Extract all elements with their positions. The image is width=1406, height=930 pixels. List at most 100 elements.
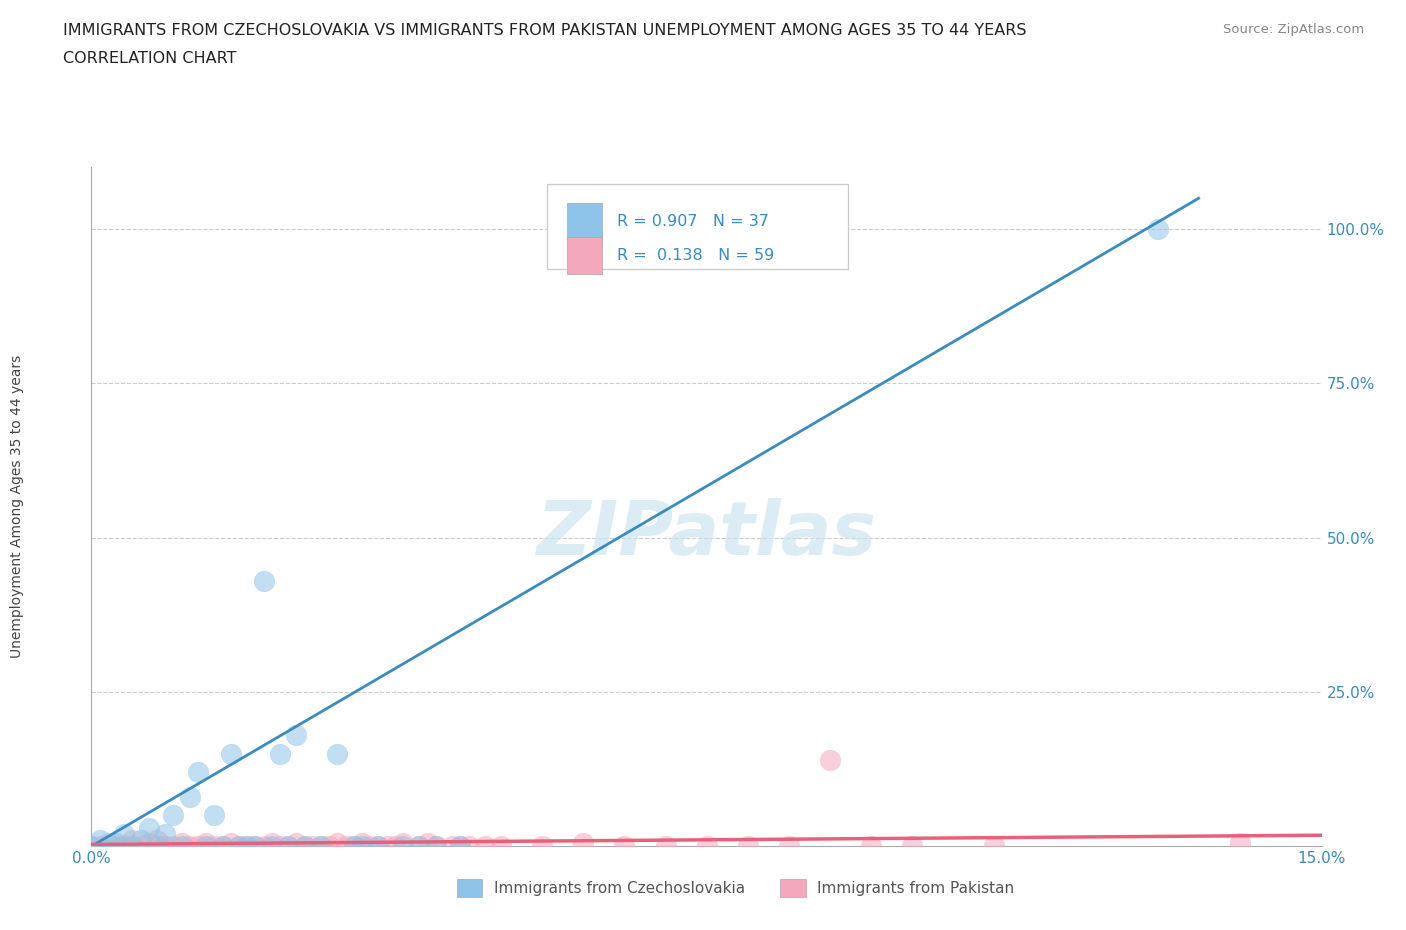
Text: R = 0.907   N = 37: R = 0.907 N = 37: [617, 214, 769, 229]
Point: [105, 836, 127, 851]
Point: [89, 832, 111, 847]
Point: [457, 839, 479, 854]
Point: [260, 836, 283, 851]
Point: [416, 836, 439, 851]
FancyBboxPatch shape: [547, 184, 848, 270]
Point: [236, 839, 259, 854]
Point: [408, 839, 430, 854]
Point: [491, 839, 513, 854]
Point: [900, 839, 922, 854]
Point: [375, 839, 398, 854]
Point: [285, 836, 308, 851]
Point: [162, 839, 184, 854]
Point: [253, 574, 276, 589]
Point: [121, 832, 143, 847]
Point: [219, 746, 242, 761]
Point: [818, 752, 841, 767]
Point: [778, 839, 800, 854]
Point: [129, 839, 152, 854]
Point: [695, 839, 717, 854]
Point: [187, 764, 209, 779]
Point: [449, 839, 471, 854]
Point: [1146, 221, 1168, 236]
Point: [236, 839, 259, 854]
Point: [97, 839, 120, 854]
Text: ZIPatlas: ZIPatlas: [537, 498, 876, 570]
Point: [146, 832, 169, 847]
Point: [392, 839, 415, 854]
Point: [105, 839, 127, 854]
Point: [335, 839, 357, 854]
Point: [112, 839, 135, 854]
Point: [202, 808, 225, 823]
Point: [1229, 836, 1251, 851]
Point: [195, 839, 218, 854]
Point: [359, 839, 381, 854]
FancyBboxPatch shape: [568, 237, 602, 274]
Point: [425, 839, 447, 854]
Point: [146, 839, 169, 854]
Point: [89, 839, 111, 854]
Point: [301, 839, 323, 854]
Point: [228, 839, 250, 854]
Point: [343, 839, 366, 854]
Point: [343, 839, 366, 854]
Point: [219, 836, 242, 851]
Point: [245, 839, 267, 854]
Point: [572, 836, 595, 851]
Point: [983, 839, 1005, 854]
Point: [859, 839, 882, 854]
Point: [97, 836, 120, 851]
Point: [245, 839, 267, 854]
Point: [138, 820, 160, 835]
Point: [408, 839, 430, 854]
Text: Unemployment Among Ages 35 to 44 years: Unemployment Among Ages 35 to 44 years: [10, 355, 24, 658]
Text: Immigrants from Pakistan: Immigrants from Pakistan: [817, 881, 1014, 896]
Point: [80, 839, 103, 854]
Point: [211, 839, 233, 854]
FancyBboxPatch shape: [568, 203, 602, 240]
Point: [326, 746, 349, 761]
Point: [654, 839, 676, 854]
Point: [326, 836, 349, 851]
Point: [309, 839, 332, 854]
Text: Source: ZipAtlas.com: Source: ZipAtlas.com: [1223, 23, 1364, 36]
Point: [367, 839, 389, 854]
Point: [228, 839, 250, 854]
Text: Immigrants from Czechoslovakia: Immigrants from Czechoslovakia: [494, 881, 745, 896]
Point: [129, 832, 152, 847]
Point: [260, 839, 283, 854]
Point: [392, 836, 415, 851]
Point: [309, 839, 332, 854]
Point: [425, 839, 447, 854]
Point: [269, 746, 291, 761]
Point: [737, 839, 759, 854]
Point: [121, 839, 143, 854]
Point: [384, 839, 406, 854]
Point: [202, 839, 225, 854]
Text: IMMIGRANTS FROM CZECHOSLOVAKIA VS IMMIGRANTS FROM PAKISTAN UNEMPLOYMENT AMONG AG: IMMIGRANTS FROM CZECHOSLOVAKIA VS IMMIGR…: [63, 23, 1026, 38]
Point: [162, 808, 184, 823]
Point: [277, 839, 299, 854]
Point: [367, 839, 389, 854]
Point: [112, 827, 135, 842]
Point: [170, 836, 193, 851]
Point: [179, 790, 201, 804]
Point: [80, 839, 103, 854]
Point: [441, 839, 464, 854]
Point: [352, 836, 374, 851]
Point: [294, 839, 316, 854]
Point: [153, 827, 177, 842]
Point: [277, 839, 299, 854]
Point: [138, 836, 160, 851]
Point: [253, 839, 276, 854]
Point: [153, 839, 177, 854]
Text: R =  0.138   N = 59: R = 0.138 N = 59: [617, 248, 773, 263]
Point: [474, 839, 496, 854]
Point: [285, 728, 308, 743]
Point: [449, 839, 471, 854]
Point: [318, 839, 340, 854]
Point: [179, 839, 201, 854]
Point: [294, 839, 316, 854]
Point: [352, 839, 374, 854]
